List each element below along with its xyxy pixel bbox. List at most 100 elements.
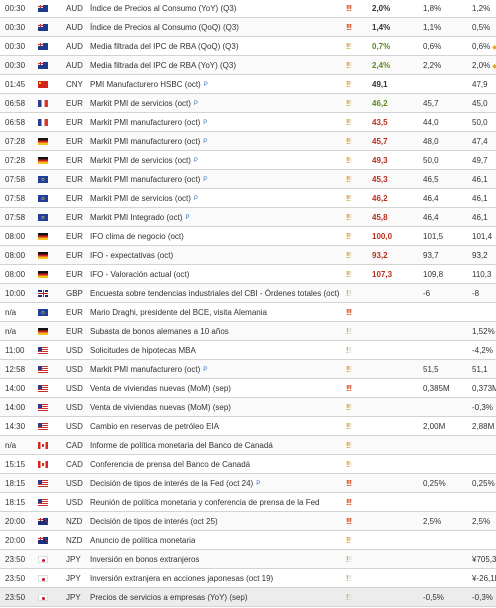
event-name-text[interactable]: Markit PMI de servicios (oct) [90,194,191,203]
calendar-row[interactable]: 18:15 USD Decisión de tipos de interés de … [0,474,496,493]
calendar-row[interactable]: 00:30 AUD Media filtrada del IPC de RBA (Q… [0,37,496,56]
calendar-row[interactable]: 20:00 NZD Decisión de tipos de interés (oc… [0,512,496,531]
calendar-row[interactable]: n/a EUR Subasta de bonos alemanes a 10 año… [0,322,496,341]
event-name-text[interactable]: Markit PMI manufacturero (oct) [90,365,201,374]
event-name-text[interactable]: Venta de viviendas nuevas (MoM) (sep) [90,403,231,412]
event-name-text[interactable]: IFO - expectativas (oct) [90,251,174,260]
pin-icon[interactable]: P [193,158,198,164]
event-name[interactable]: Venta de viviendas nuevas (MoM) (sep) [90,398,231,417]
event-name[interactable]: Media filtrada del IPC de RBA (YoY) (Q3) [90,56,236,75]
event-name-text[interactable]: Markit PMI Integrado (oct) [90,213,183,222]
event-name-text[interactable]: Conferencia de prensa del Banco de Canad… [90,460,251,469]
event-name-text[interactable]: Cambio en reservas de petróleo EIA [90,422,219,431]
event-name[interactable]: IFO - Valoración actual (oct) [90,265,189,284]
event-name[interactable]: IFO clima de negocio (oct) [90,227,184,246]
event-name-text[interactable]: Markit PMI manufacturero (oct) [90,175,201,184]
calendar-row[interactable]: 08:00 EUR IFO - expectativas (oct)!!! 93,2 9… [0,246,496,265]
event-name[interactable]: Venta de viviendas nuevas (MoM) (sep) [90,379,231,398]
event-name[interactable]: Mario Draghi, presidente del BCE, visita… [90,303,267,322]
pin-icon[interactable]: P [256,481,261,487]
calendar-row[interactable]: 20:00 NZD Anuncio de política monetaria!!! [0,531,496,550]
pin-icon[interactable]: P [203,82,208,88]
pin-icon[interactable]: P [203,139,208,145]
event-name-text[interactable]: Media filtrada del IPC de RBA (QoQ) (Q3) [90,42,239,51]
pin-icon[interactable]: P [193,196,198,202]
calendar-row[interactable]: 06:58 EUR Markit PMI de servicios (oct) P!!… [0,94,496,113]
event-name-text[interactable]: Decisión de tipos de interés (oct 25) [90,517,218,526]
event-name[interactable]: Cambio en reservas de petróleo EIA [90,417,219,436]
event-name[interactable]: Índice de Precios al Consumo (YoY) (Q3) [90,0,236,18]
calendar-row[interactable]: 14:30 USD Cambio en reservas de petróleo E… [0,417,496,436]
event-name[interactable]: Anuncio de política monetaria [90,531,195,550]
calendar-row[interactable]: 00:30 AUD Índice de Precios al Consumo (Yo… [0,0,496,18]
event-name-text[interactable]: Venta de viviendas nuevas (MoM) (sep) [90,384,231,393]
event-name-text[interactable]: Anuncio de política monetaria [90,536,196,545]
pin-icon[interactable]: P [203,120,208,126]
event-name-text[interactable]: Markit PMI manufacturero (oct) [90,118,201,127]
event-name-text[interactable]: Decisión de tipos de interés de la Fed (… [90,479,254,488]
calendar-row[interactable]: 12:58 USD Markit PMI manufacturero (oct) P!… [0,360,496,379]
pin-icon[interactable]: P [185,215,190,221]
event-name-text[interactable]: Inversión en bonos extranjeros [90,555,200,564]
event-name[interactable]: Informe de política monetaria del Banco … [90,436,273,455]
pin-icon[interactable]: P [203,177,208,183]
calendar-row[interactable]: 08:00 EUR IFO - Valoración actual (oct)!!!… [0,265,496,284]
calendar-row[interactable]: 01:45 CNY PMI Manufacturero HSBC (oct) P!!!… [0,75,496,94]
calendar-row[interactable]: 07:58 EUR Markit PMI Integrado (oct) P!!! 45… [0,208,496,227]
event-name-text[interactable]: Solicitudes de hipotecas MBA [90,346,196,355]
event-name[interactable]: Decisión de tipos de interés (oct 25) [90,512,218,531]
event-name[interactable]: Decisión de tipos de interés de la Fed (… [90,474,260,494]
event-name[interactable]: Precios de servicios a empresas (YoY) (s… [90,588,248,607]
calendar-row[interactable]: 23:50 JPY Inversión extranjera en acciones… [0,569,496,588]
event-name[interactable]: Markit PMI de servicios (oct) P [90,151,198,171]
event-name[interactable]: Solicitudes de hipotecas MBA [90,341,196,360]
event-name[interactable]: Conferencia de prensa del Banco de Canad… [90,455,250,474]
calendar-row[interactable]: 00:30 AUD Índice de Precios al Consumo (Qo… [0,18,496,37]
calendar-row[interactable]: 18:15 USD Reunión de política monetaria y … [0,493,496,512]
calendar-row[interactable]: 14:00 USD Venta de viviendas nuevas (MoM) … [0,379,496,398]
calendar-row[interactable]: 15:15 CAD Conferencia de prensa del Banco … [0,455,496,474]
calendar-row[interactable]: 10:00 GBP Encuesta sobre tendencias indust… [0,284,496,303]
event-name[interactable]: Reunión de política monetaria y conferen… [90,493,319,512]
event-name[interactable]: Markit PMI manufacturero (oct) P [90,132,207,152]
event-name[interactable]: PMI Manufacturero HSBC (oct) P [90,75,208,95]
event-name-text[interactable]: PMI Manufacturero HSBC (oct) [90,80,201,89]
event-name-text[interactable]: Índice de Precios al Consumo (YoY) (Q3) [90,4,237,13]
event-name-text[interactable]: Subasta de bonos alemanes a 10 años [90,327,229,336]
event-name[interactable]: Markit PMI de servicios (oct) P [90,94,198,114]
event-name[interactable]: Markit PMI manufacturero (oct) P [90,113,207,133]
calendar-row[interactable]: 07:28 EUR Markit PMI de servicios (oct) P!!… [0,151,496,170]
event-name[interactable]: IFO - expectativas (oct) [90,246,173,265]
calendar-row[interactable]: 08:00 EUR IFO clima de negocio (oct)!!! 100… [0,227,496,246]
calendar-row[interactable]: 07:58 EUR Markit PMI de servicios (oct) P!!… [0,189,496,208]
event-name-text[interactable]: Precios de servicios a empresas (YoY) (s… [90,593,248,602]
event-name-text[interactable]: IFO clima de negocio (oct) [90,232,184,241]
event-name-text[interactable]: Markit PMI de servicios (oct) [90,156,191,165]
event-name[interactable]: Markit PMI manufacturero (oct) P [90,170,207,190]
event-name-text[interactable]: Markit PMI manufacturero (oct) [90,137,201,146]
calendar-row[interactable]: 23:50 JPY Inversión en bonos extranjeros!!… [0,550,496,569]
event-name[interactable]: Markit PMI manufacturero (oct) P [90,360,207,380]
event-name-text[interactable]: Media filtrada del IPC de RBA (YoY) (Q3) [90,61,236,70]
calendar-row[interactable]: 11:00 USD Solicitudes de hipotecas MBA!!! -… [0,341,496,360]
pin-icon[interactable]: P [193,101,198,107]
event-name[interactable]: Media filtrada del IPC de RBA (QoQ) (Q3) [90,37,239,56]
event-name-text[interactable]: Mario Draghi, presidente del BCE, visita… [90,308,267,317]
event-name-text[interactable]: Encuesta sobre tendencias industriales d… [90,289,340,298]
event-name-text[interactable]: Reunión de política monetaria y conferen… [90,498,320,507]
event-name-text[interactable]: Inversión extranjera en acciones japones… [90,574,274,583]
event-name-text[interactable]: Índice de Precios al Consumo (QoQ) (Q3) [90,23,239,32]
event-name[interactable]: Inversión en bonos extranjeros [90,550,199,569]
event-name[interactable]: Subasta de bonos alemanes a 10 años [90,322,229,341]
event-name[interactable]: Índice de Precios al Consumo (QoQ) (Q3) [90,18,239,37]
calendar-row[interactable]: 00:30 AUD Media filtrada del IPC de RBA (Y… [0,56,496,75]
event-name-text[interactable]: Informe de política monetaria del Banco … [90,441,273,450]
calendar-row[interactable]: 23:50 JPY Precios de servicios a empresas … [0,588,496,607]
calendar-row[interactable]: 14:00 USD Venta de viviendas nuevas (MoM) … [0,398,496,417]
event-name[interactable]: Markit PMI Integrado (oct) P [90,208,190,228]
event-name-text[interactable]: Markit PMI de servicios (oct) [90,99,191,108]
event-name[interactable]: Inversión extranjera en acciones japones… [90,569,273,588]
calendar-row[interactable]: n/a CAD Informe de política monetaria del … [0,436,496,455]
calendar-row[interactable]: n/a EUR Mario Draghi, presidente del BCE, … [0,303,496,322]
calendar-row[interactable]: 07:28 EUR Markit PMI manufacturero (oct) P!… [0,132,496,151]
